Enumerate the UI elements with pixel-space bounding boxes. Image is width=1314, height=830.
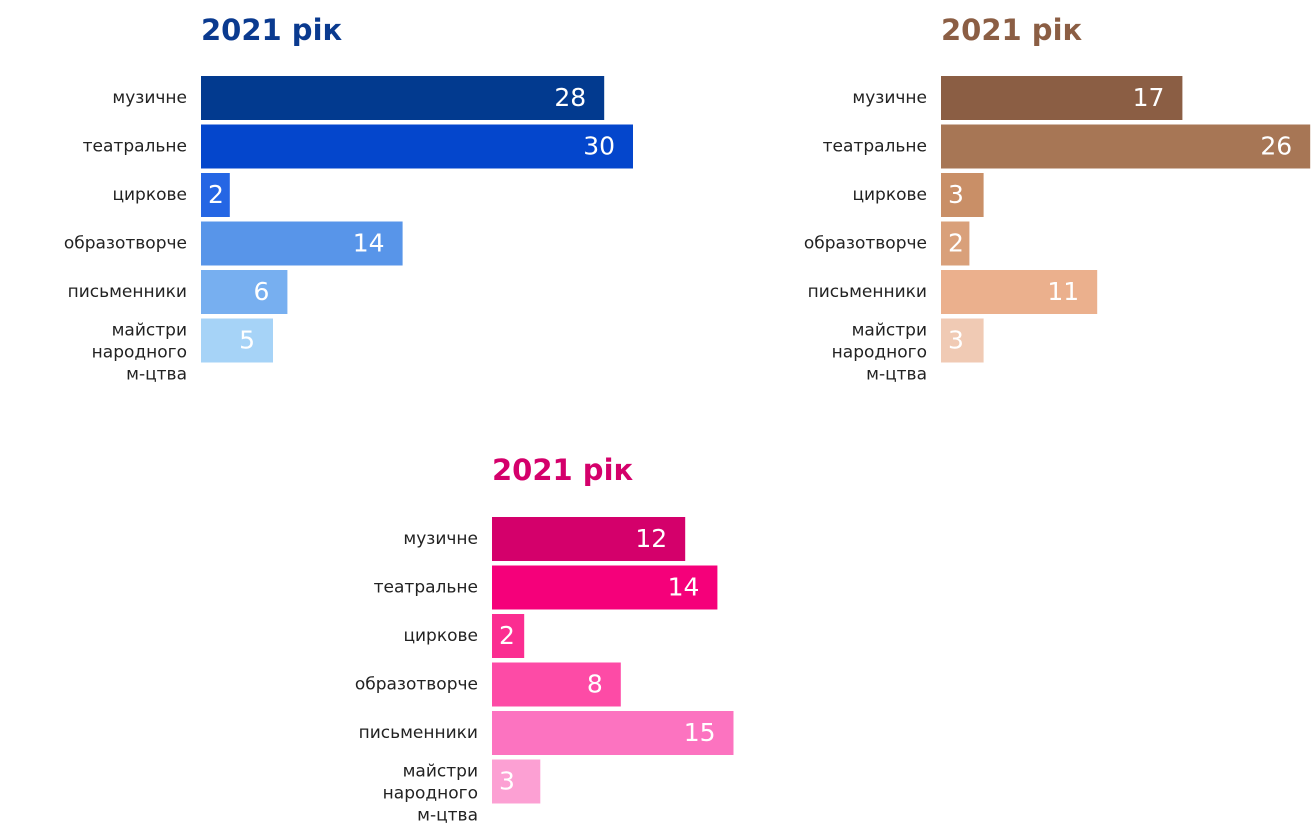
bar (492, 711, 734, 755)
value-label: 14 (353, 229, 385, 258)
bar (492, 759, 541, 804)
bar (492, 565, 718, 610)
category-label: музичне (112, 88, 187, 108)
category-label: театральне (374, 578, 478, 598)
value-label: 6 (253, 277, 269, 306)
category-label: музичне (852, 88, 927, 108)
value-label: 8 (587, 670, 603, 699)
value-label: 14 (668, 573, 700, 602)
chart-title: 2021 рік (492, 453, 634, 487)
value-label: 3 (948, 326, 964, 355)
category-label: письменники (808, 282, 927, 302)
bar (941, 270, 1098, 314)
bar (201, 124, 633, 169)
bar (941, 221, 970, 266)
chart-title: 2021 рік (201, 13, 343, 47)
category-label: образотворче (804, 234, 927, 254)
category-label: майстри народного м-цтва (832, 321, 927, 385)
bar (201, 270, 288, 314)
bar (492, 517, 686, 561)
bar (941, 124, 1311, 169)
bar (201, 76, 605, 120)
category-label: майстри народного м-цтва (92, 321, 187, 385)
category-label: циркове (403, 626, 478, 646)
value-label: 28 (554, 83, 586, 112)
category-label: циркове (112, 185, 187, 205)
value-label: 11 (1047, 277, 1079, 306)
value-label: 2 (499, 621, 515, 650)
value-label: 17 (1133, 83, 1165, 112)
value-label: 2 (208, 180, 224, 209)
bar (201, 173, 230, 217)
category-label: музичне (403, 529, 478, 549)
category-label: письменники (68, 282, 187, 302)
bar (201, 318, 273, 363)
value-label: 5 (239, 326, 255, 355)
bar (492, 614, 525, 658)
category-label: письменники (359, 723, 478, 743)
bar (941, 76, 1183, 120)
category-label: майстри народного м-цтва (383, 762, 478, 826)
value-label: 3 (499, 767, 515, 796)
value-label: 2 (948, 229, 964, 258)
category-label: театральне (823, 137, 927, 157)
value-label: 30 (583, 132, 615, 161)
category-label: циркове (852, 185, 927, 205)
value-label: 26 (1260, 132, 1292, 161)
bar (492, 662, 621, 707)
value-label: 12 (635, 524, 667, 553)
value-label: 3 (948, 180, 964, 209)
bar (941, 318, 984, 363)
bar (941, 173, 984, 217)
category-label: образотворче (355, 675, 478, 695)
value-label: 15 (684, 718, 716, 747)
category-label: образотворче (64, 234, 187, 254)
category-label: театральне (83, 137, 187, 157)
chart-title: 2021 рік (941, 13, 1083, 47)
bar (201, 221, 403, 266)
